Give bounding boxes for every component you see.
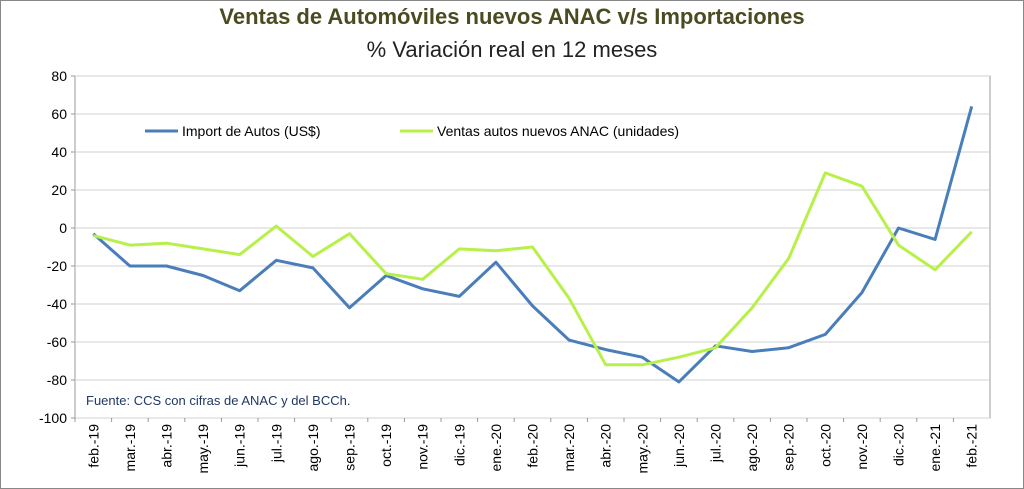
y-tick-label: 60: [51, 106, 67, 122]
y-tick-label: 80: [51, 68, 67, 84]
x-tick-label: may.-20: [634, 424, 650, 474]
x-tick-label: ene.-21: [927, 424, 943, 472]
x-tick-label: jun.-19: [232, 424, 248, 468]
x-tick-label: jul.-20: [708, 424, 724, 463]
x-tick-label: sep.-19: [342, 424, 358, 471]
y-tick-label: -100: [39, 410, 67, 426]
x-tick-label: dic.-19: [451, 424, 467, 466]
chart-subtitle: % Variación real en 12 meses: [367, 37, 658, 62]
x-tick-label: mar.-19: [122, 424, 138, 472]
y-tick-label: 20: [51, 182, 67, 198]
x-tick-label: ago.-20: [744, 424, 760, 472]
x-tick-label: ene.-20: [488, 424, 504, 472]
y-tick-label: -60: [47, 334, 67, 350]
x-tick-label: abr.-19: [159, 424, 175, 468]
series-line: [92, 106, 974, 384]
x-tick-label: abr.-20: [598, 424, 614, 468]
x-tick-label: mar.-20: [561, 424, 577, 472]
y-tick-label: -40: [47, 296, 67, 312]
y-tick-label: -20: [47, 258, 67, 274]
y-tick-label: -80: [47, 372, 67, 388]
x-tick-label: nov.-20: [854, 424, 870, 470]
x-tick-label: oct.-20: [817, 424, 833, 467]
x-tick-label: dic.-20: [891, 424, 907, 466]
y-tick-label: 40: [51, 144, 67, 160]
x-tick-label: jul.-19: [268, 424, 284, 463]
y-tick-label: 0: [59, 220, 67, 236]
chart-title: Ventas de Automóviles nuevos ANAC v/s Im…: [219, 4, 804, 29]
x-tick-label: sep.-20: [781, 424, 797, 471]
x-tick-label: may.-19: [195, 424, 211, 474]
source-note: Fuente: CCS con cifras de ANAC y del BCC…: [86, 393, 350, 408]
x-tick-label: oct.-19: [378, 424, 394, 467]
x-tick-label: ago.-19: [305, 424, 321, 472]
x-tick-label: nov.-19: [415, 424, 431, 470]
x-tick-label: feb.-19: [85, 424, 101, 468]
legend-label: Import de Autos (US$): [182, 123, 321, 139]
series-line: [92, 171, 973, 367]
x-tick-label: jun.-20: [671, 424, 687, 468]
legend-label: Ventas autos nuevos ANAC (unidades): [437, 123, 679, 139]
x-tick-label: feb.-21: [964, 424, 980, 468]
x-tick-label: feb.-20: [525, 424, 541, 468]
